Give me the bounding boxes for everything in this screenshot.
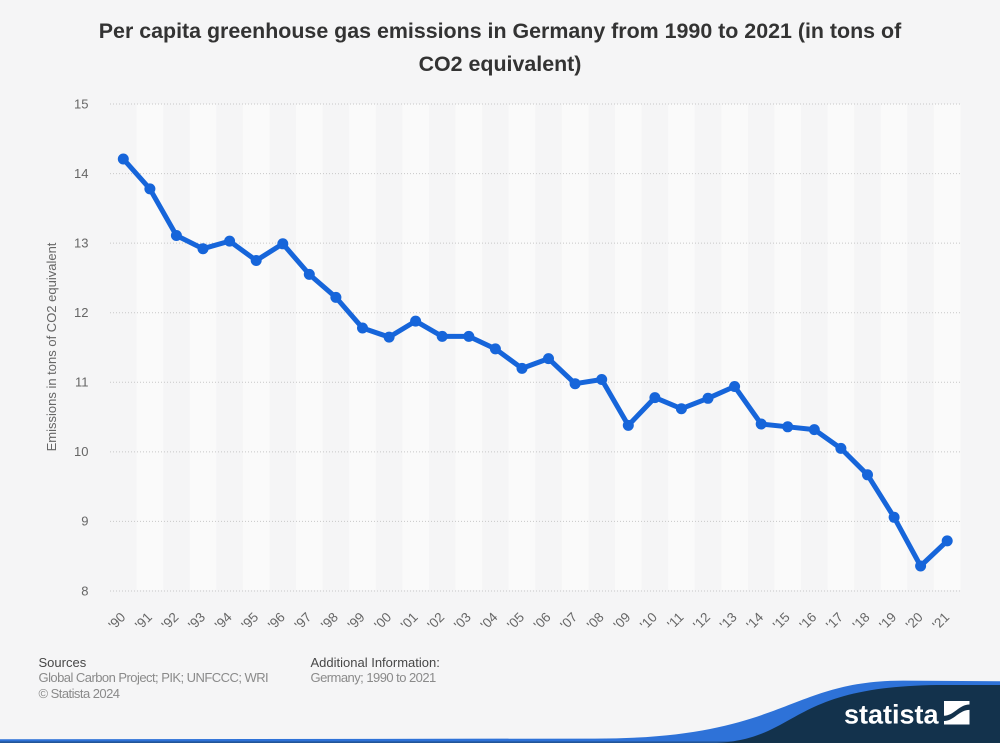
svg-text:'20: '20 (903, 610, 926, 633)
svg-text:'04: '04 (478, 609, 501, 632)
svg-text:'97: '97 (291, 610, 314, 633)
svg-text:'91: '91 (132, 610, 155, 633)
svg-text:'08: '08 (584, 610, 607, 633)
svg-text:11: 11 (75, 375, 89, 390)
svg-text:10: 10 (74, 444, 88, 459)
svg-text:'03: '03 (451, 610, 474, 633)
svg-text:13: 13 (74, 235, 88, 250)
svg-text:'17: '17 (823, 610, 846, 633)
svg-text:'90: '90 (105, 610, 128, 633)
svg-text:'99: '99 (345, 610, 368, 633)
svg-text:'07: '07 (557, 610, 580, 633)
svg-text:statista: statista (844, 700, 940, 730)
svg-text:'98: '98 (318, 610, 341, 633)
svg-text:'94: '94 (212, 609, 235, 632)
svg-text:'02: '02 (424, 610, 447, 633)
svg-text:Emissions in tons of CO2 equiv: Emissions in tons of CO2 equivalent (44, 242, 59, 451)
svg-text:'01: '01 (398, 610, 421, 633)
svg-text:'12: '12 (690, 610, 713, 633)
svg-text:'16: '16 (796, 610, 819, 633)
svg-text:'13: '13 (717, 610, 740, 633)
svg-text:'09: '09 (610, 610, 633, 633)
svg-text:'15: '15 (770, 610, 793, 633)
svg-text:'96: '96 (265, 610, 288, 633)
svg-text:'92: '92 (159, 610, 182, 633)
svg-text:14: 14 (74, 166, 88, 181)
svg-text:'93: '93 (185, 610, 208, 633)
svg-text:'06: '06 (531, 610, 554, 633)
svg-text:9: 9 (81, 514, 88, 529)
svg-text:'10: '10 (637, 610, 660, 633)
svg-text:15: 15 (74, 96, 88, 111)
svg-text:12: 12 (74, 305, 88, 320)
svg-text:'21: '21 (929, 610, 952, 633)
svg-text:'05: '05 (504, 610, 527, 633)
svg-text:'00: '00 (371, 610, 394, 633)
svg-text:'14: '14 (743, 609, 766, 632)
svg-text:'18: '18 (850, 610, 873, 633)
svg-text:'11: '11 (664, 610, 686, 632)
svg-text:8: 8 (81, 583, 88, 598)
svg-text:'95: '95 (238, 610, 261, 633)
svg-text:'19: '19 (876, 610, 899, 633)
